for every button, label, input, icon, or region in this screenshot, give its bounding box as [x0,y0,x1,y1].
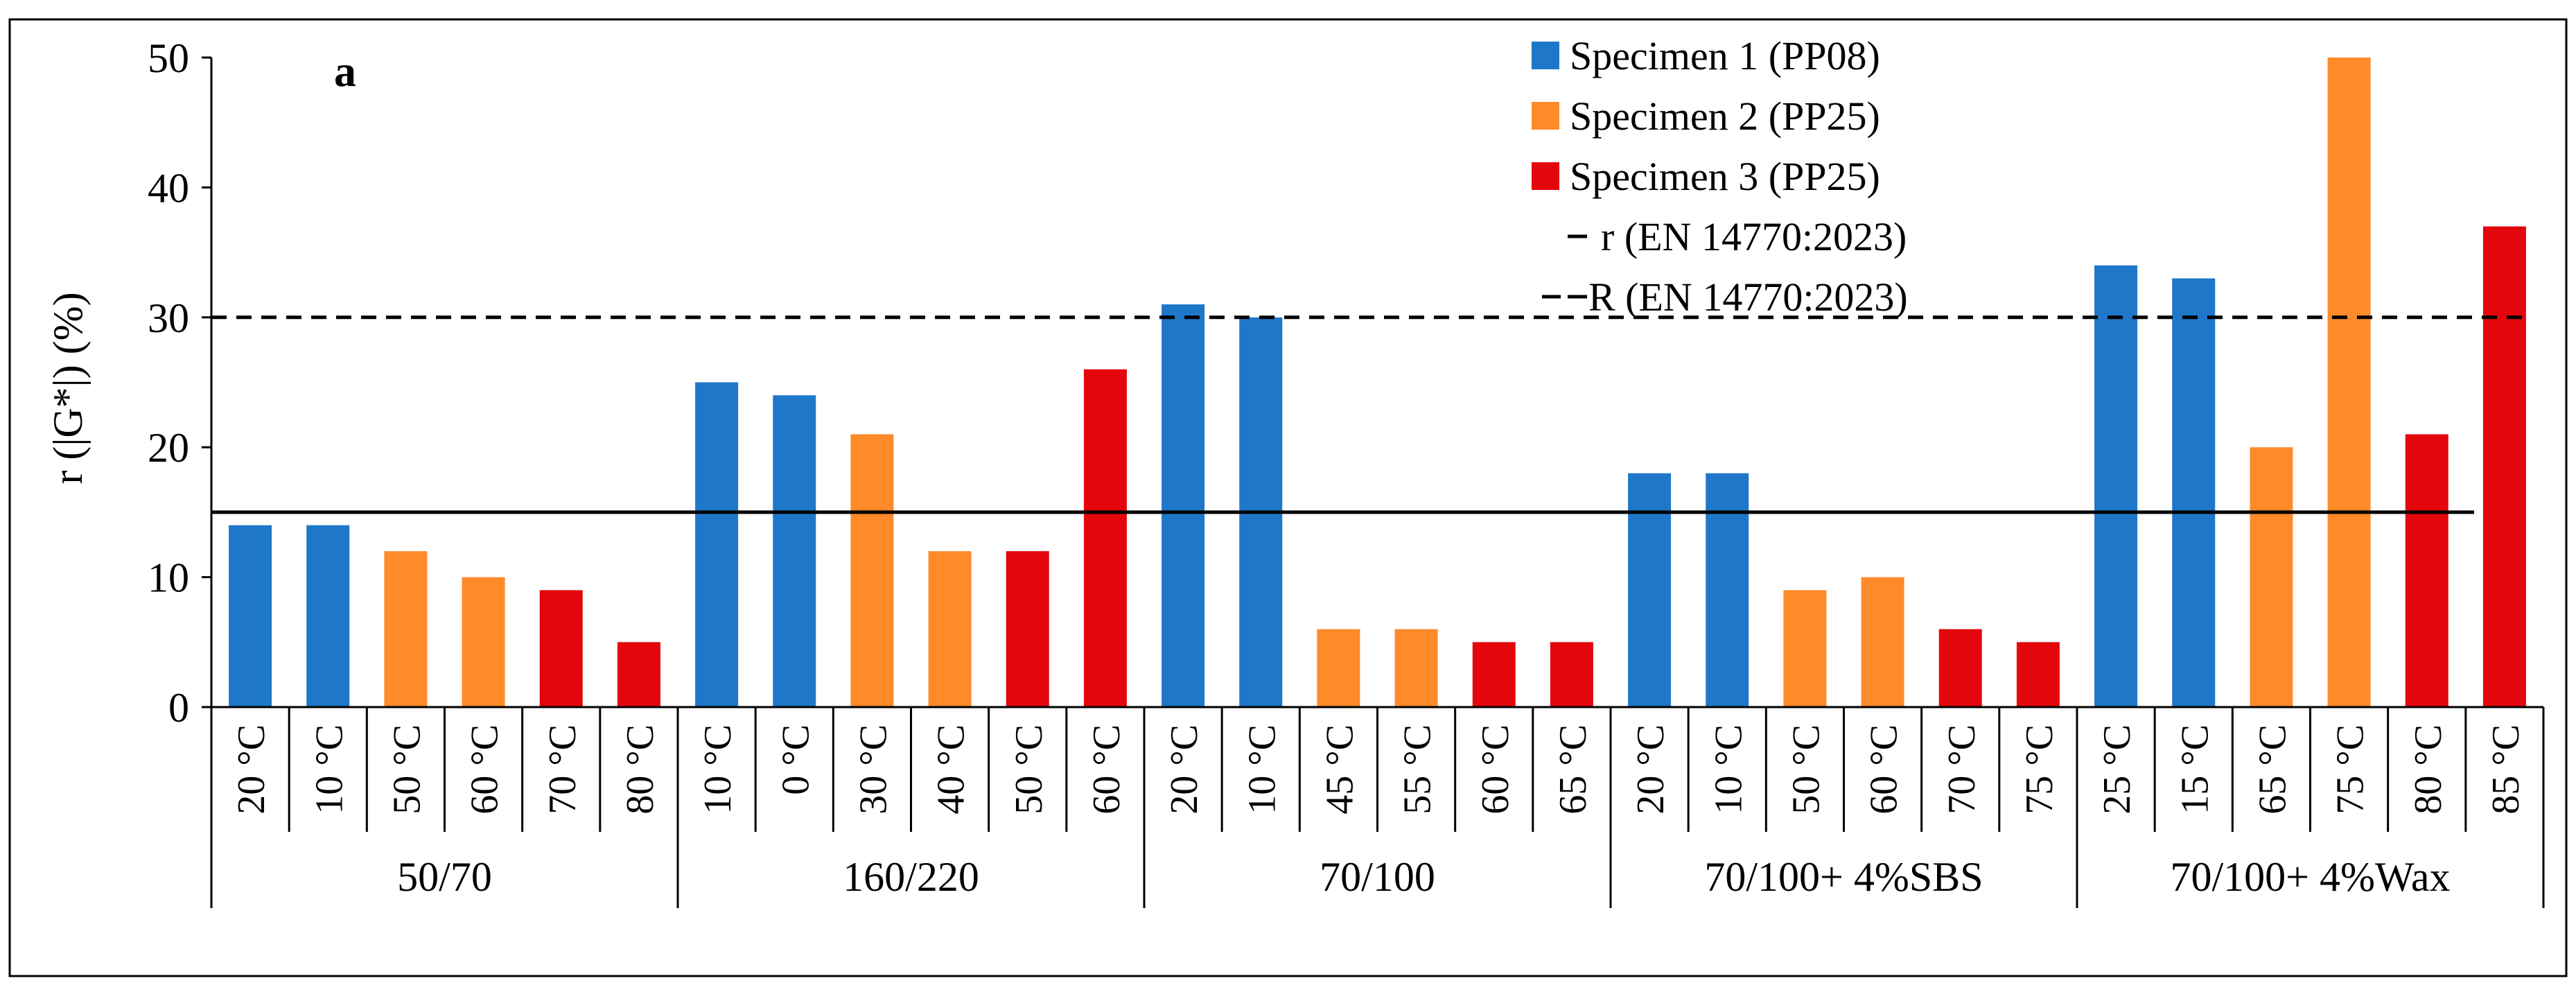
legend-label: R (EN 14770:2023) [1588,275,1908,320]
y-tick-label: 40 [148,165,189,211]
group-label: 50/70 [397,854,492,900]
temperature-label: 60 °C [1863,724,1906,815]
temperature-label: 45 °C [1318,724,1361,815]
group-label: 70/100 [1320,854,1435,900]
temperature-label: 85 °C [2485,724,2527,815]
temperature-label: 15 °C [2173,724,2216,815]
temperature-label: 10 °C [696,724,739,815]
legend: Specimen 1 (PP08) Specimen 2 (PP25) Specim… [1532,33,1908,320]
legend-swatch [1532,102,1559,130]
bar-160-220-6 [1083,369,1127,707]
bar-160-220-4 [928,551,972,707]
bar-70-100-4 [1394,629,1438,707]
temperature-label: 50 °C [385,724,428,815]
y-tick-label: 10 [148,555,189,601]
bar-160-220-5 [1006,551,1049,707]
legend-label: Specimen 1 (PP08) [1570,33,1880,78]
bar-160-220-3 [850,434,894,707]
bar-70-100-6 [1550,642,1593,707]
group-label: 70/100+ 4%SBS [1704,854,1983,900]
y-tick-label: 0 [168,685,189,731]
bar-70-100-3 [1317,629,1360,707]
bar-50-70-1 [229,525,272,707]
chart-border [8,18,2568,977]
legend-label: Specimen 2 (PP25) [1570,94,1880,139]
y-tick-label: 50 [148,35,189,81]
group-label: 160/220 [843,854,979,900]
bar-50-70-2 [306,525,350,707]
temperature-label: 65 °C [1552,724,1595,815]
temperature-label: 50 °C [1008,724,1051,815]
bar-70-100-4-sbs-2 [1706,473,1749,707]
legend-swatch [1532,162,1559,190]
bar-70-100-4-wax-4 [2327,58,2371,707]
bar-160-220-1 [695,382,739,707]
temperature-label: 10 °C [308,724,351,815]
bar-70-100-4-sbs-6 [2016,642,2060,707]
legend-swatch [1532,42,1559,69]
legend-label: r (EN 14770:2023) [1601,214,1907,259]
bar-70-100-4-wax-6 [2482,226,2526,707]
temperature-label: 80 °C [619,724,662,815]
temperature-label: 40 °C [930,724,973,815]
bar-50-70-4 [462,577,505,707]
bar-70-100-4-sbs-1 [1628,473,1672,707]
temperature-label: 65 °C [2251,724,2294,815]
temperature-label: 60 °C [1474,724,1517,815]
axes [210,58,2545,908]
bar-70-100-5 [1472,642,1516,707]
y-axis-label: r (|G*|) (%) [45,292,91,484]
y-tick-label: 20 [148,425,189,471]
panel-label: a [334,46,356,96]
y-axis-ticks: 0 10 20 30 40 50 [148,35,211,731]
temperature-label: 10 °C [1707,724,1750,815]
x-axis-labels: 20 °C 10 °C 50 °C 60 °C 70 °C 80 °C 50/70 10 °C… [230,724,2527,900]
temperature-label: 80 °C [2407,724,2450,815]
bar-160-220-2 [773,395,816,707]
temperature-label: 70 °C [541,724,584,815]
bar-50-70-3 [384,551,428,707]
temperature-label: 20 °C [1163,724,1206,815]
temperature-label: 0 °C [774,724,817,795]
group-label: 70/100+ 4%Wax [2171,854,2451,900]
bar-70-100-4-wax-3 [2250,447,2293,707]
temperature-label: 20 °C [230,724,273,815]
legend-label: Specimen 3 (PP25) [1570,154,1880,199]
bar-70-100-4-wax-1 [2094,265,2138,708]
temperature-label: 50 °C [1785,724,1828,815]
y-tick-label: 30 [148,295,189,341]
bar-50-70-6 [617,642,660,707]
temperature-label: 75 °C [2018,724,2061,815]
temperature-label: 60 °C [464,724,507,815]
temperature-label: 55 °C [1396,724,1439,815]
temperature-label: 30 °C [852,724,895,815]
temperature-label: 70 °C [1940,724,1983,815]
temperature-label: 75 °C [2329,724,2372,815]
bar-70-100-4-wax-5 [2405,434,2448,707]
temperature-label: 20 °C [1629,724,1672,815]
bar-70-100-1 [1162,304,1205,707]
temperature-label: 60 °C [1085,724,1128,815]
reference-lines [211,315,2523,514]
bar-50-70-5 [539,590,583,707]
temperature-label: 25 °C [2096,724,2139,815]
bar-70-100-4-sbs-4 [1861,577,1904,707]
bar-70-100-4-sbs-3 [1783,590,1827,707]
bar-70-100-4-sbs-5 [1938,629,1982,707]
temperature-label: 10 °C [1241,724,1283,815]
bar-70-100-4-wax-2 [2172,278,2216,708]
